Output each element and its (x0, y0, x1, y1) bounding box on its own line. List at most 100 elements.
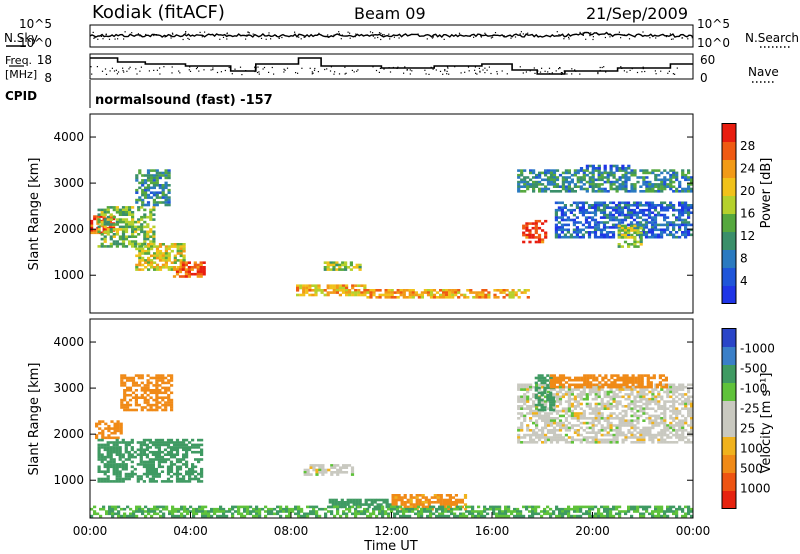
heatmap-cell (534, 381, 538, 385)
heatmap-cell (167, 381, 171, 385)
heatmap-cell (684, 512, 688, 516)
heatmap-cell (544, 236, 548, 239)
heatmap-cell (148, 467, 152, 471)
heatmap-cell (609, 388, 613, 391)
heatmap-cell (118, 458, 122, 461)
nave-dot (273, 73, 275, 75)
heatmap-cell (315, 510, 319, 513)
heatmap-cell (332, 286, 336, 290)
heatmap-cell (523, 402, 527, 406)
heatmap-cell (605, 231, 610, 234)
heatmap-cell (544, 426, 548, 430)
heatmap-cell (522, 240, 526, 244)
heatmap-cell (633, 240, 637, 244)
heatmap-cell (663, 419, 667, 422)
heatmap-cell (526, 187, 530, 191)
nave-dot (599, 66, 601, 69)
heatmap-cell (321, 466, 325, 469)
heatmap-cell (578, 208, 582, 212)
heatmap-cell (317, 286, 321, 290)
heatmap-cell (178, 460, 183, 464)
heatmap-cell (567, 187, 571, 191)
heatmap-cell (617, 221, 622, 224)
heatmap-cell (672, 226, 676, 229)
heatmap-cell (197, 443, 201, 447)
heatmap-cell (618, 400, 622, 403)
heatmap-cell (681, 204, 685, 207)
heatmap-cell (124, 208, 129, 212)
heatmap-cell (653, 223, 658, 227)
heatmap-cell (152, 191, 156, 194)
heatmap-cell (366, 291, 370, 294)
heatmap-cell (141, 263, 145, 267)
heatmap-cell (200, 448, 204, 452)
heatmap-cell (660, 231, 664, 234)
heatmap-cell (172, 455, 177, 459)
heatmap-cell (338, 263, 342, 267)
heatmap-cell (112, 458, 116, 461)
heatmap-cell (636, 438, 640, 442)
heatmap-cell (687, 412, 691, 415)
heatmap-cell (581, 201, 585, 205)
heatmap-cell (429, 289, 434, 292)
heatmap-cell (538, 417, 542, 420)
heatmap-cell (678, 190, 682, 193)
heatmap-cell (625, 383, 629, 387)
heatmap-cell (632, 204, 637, 207)
heatmap-cell (363, 510, 367, 513)
search-dot (458, 32, 461, 34)
heatmap-cell (161, 201, 165, 204)
heatmap-cell (534, 376, 538, 380)
heatmap-cell (639, 512, 643, 516)
heatmap-cell (367, 505, 371, 509)
heatmap-cell (135, 247, 139, 251)
nave-dot (601, 66, 603, 69)
heatmap-cell (123, 403, 127, 407)
heatmap-cell (672, 171, 676, 175)
heatmap-cell (478, 293, 482, 297)
heatmap-cell (630, 243, 634, 246)
heatmap-cell (615, 438, 619, 442)
heatmap-cell (627, 510, 631, 513)
heatmap-cell (630, 409, 634, 413)
heatmap-cell (175, 470, 180, 473)
heatmap-cell (136, 477, 140, 481)
heatmap-cell (394, 496, 398, 499)
heatmap-cell (624, 436, 628, 439)
nave-dot (654, 70, 656, 72)
heatmap-cell (161, 398, 165, 402)
heatmap-cell (597, 388, 601, 391)
sky-tick-low: 10^0 (19, 36, 52, 50)
heatmap-cell (112, 224, 116, 228)
nave-dot (468, 70, 470, 72)
heatmap-cell (516, 512, 520, 516)
heatmap-cell (600, 426, 604, 430)
heatmap-cell (615, 400, 619, 403)
heatmap-cell (570, 424, 574, 427)
heatmap-cell (112, 480, 116, 483)
heatmap-cell (448, 494, 452, 497)
y-tick-label: 2000 (53, 222, 84, 236)
heatmap-cell (666, 514, 670, 518)
heatmap-cell (532, 183, 536, 186)
heatmap-cell (451, 501, 455, 504)
heatmap-cell (471, 507, 475, 511)
heatmap-cell (299, 293, 303, 297)
heatmap-cell (541, 190, 545, 193)
search-dot (480, 34, 482, 37)
heatmap-cell (555, 185, 560, 188)
heatmap-cell (526, 405, 530, 408)
heatmap-cell (561, 409, 565, 413)
heatmap-cell (564, 438, 568, 442)
heatmap-cell (167, 171, 171, 175)
heatmap-cell (597, 512, 601, 516)
nave-dot (383, 68, 385, 70)
nave-dot (482, 69, 484, 71)
search-dot (382, 34, 384, 36)
heatmap-cell (420, 514, 424, 518)
heatmap-cell (639, 388, 643, 391)
heatmap-cell (554, 208, 558, 212)
heatmap-cell (498, 512, 502, 516)
heatmap-cell (591, 176, 595, 179)
nave-dot (501, 70, 503, 72)
